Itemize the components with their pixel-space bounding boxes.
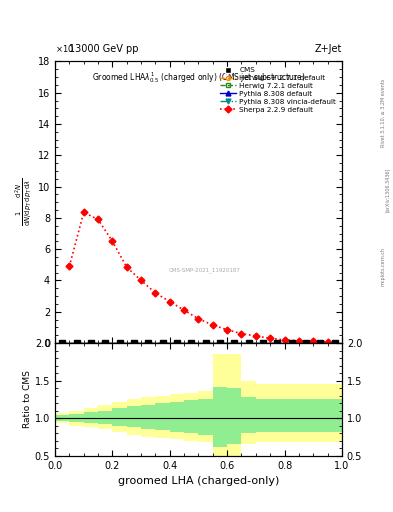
Bar	[70, 411, 84, 425]
Text: Groomed LHA$\lambda^{1}_{0.5}$ (charged only) (CMS jet substructure): Groomed LHA$\lambda^{1}_{0.5}$ (charged …	[92, 70, 305, 85]
Bar	[256, 399, 270, 432]
Bar	[213, 387, 227, 446]
Bar	[112, 401, 127, 432]
Text: Rivet 3.1.10, ≥ 3.2M events: Rivet 3.1.10, ≥ 3.2M events	[381, 78, 386, 147]
Text: CMS-SMP-2021_11920187: CMS-SMP-2021_11920187	[168, 267, 240, 273]
Bar	[55, 415, 70, 421]
Bar	[127, 399, 141, 435]
Bar	[156, 403, 170, 430]
Text: $\times$10: $\times$10	[55, 43, 74, 54]
Bar	[328, 385, 342, 442]
Bar	[98, 404, 112, 430]
Bar	[213, 354, 227, 462]
Bar	[141, 397, 156, 437]
Bar	[242, 397, 256, 433]
Bar	[127, 406, 141, 427]
X-axis label: groomed LHA (charged-only): groomed LHA (charged-only)	[118, 476, 279, 486]
Legend: CMS, Herwig++ 2.7.1 default, Herwig 7.2.1 default, Pythia 8.308 default, Pythia : CMS, Herwig++ 2.7.1 default, Herwig 7.2.…	[219, 65, 338, 115]
Bar	[299, 399, 313, 432]
Bar	[184, 400, 198, 433]
Bar	[270, 385, 285, 442]
Bar	[299, 385, 313, 442]
Bar	[313, 399, 328, 432]
Bar	[270, 399, 285, 432]
Text: Z+Jet: Z+Jet	[314, 44, 342, 54]
Y-axis label: Ratio to CMS: Ratio to CMS	[23, 370, 32, 429]
Bar	[184, 393, 198, 441]
Bar	[285, 399, 299, 432]
Bar	[156, 396, 170, 438]
Bar	[98, 411, 112, 424]
Bar	[84, 412, 98, 422]
Bar	[84, 409, 98, 427]
Bar	[55, 413, 70, 423]
Bar	[198, 391, 213, 442]
Bar	[227, 354, 242, 462]
Bar	[313, 385, 328, 442]
Y-axis label: $\frac{1}{\mathrm{d}N/\mathrm{d}p_T}\frac{\mathrm{d}^2N}{\mathrm{d}p_T\,\mathrm{: $\frac{1}{\mathrm{d}N/\mathrm{d}p_T}\fra…	[13, 178, 34, 226]
Bar	[141, 404, 156, 429]
Bar	[170, 401, 184, 432]
Bar	[242, 380, 256, 444]
Bar	[198, 399, 213, 435]
Bar	[70, 414, 84, 422]
Text: mcplots.cern.ch: mcplots.cern.ch	[381, 247, 386, 286]
Text: 13000 GeV pp: 13000 GeV pp	[69, 44, 138, 54]
Bar	[285, 385, 299, 442]
Bar	[256, 385, 270, 442]
Bar	[227, 388, 242, 444]
Text: [arXiv:1306.3436]: [arXiv:1306.3436]	[385, 167, 389, 211]
Bar	[170, 394, 184, 439]
Bar	[112, 409, 127, 425]
Bar	[328, 399, 342, 432]
